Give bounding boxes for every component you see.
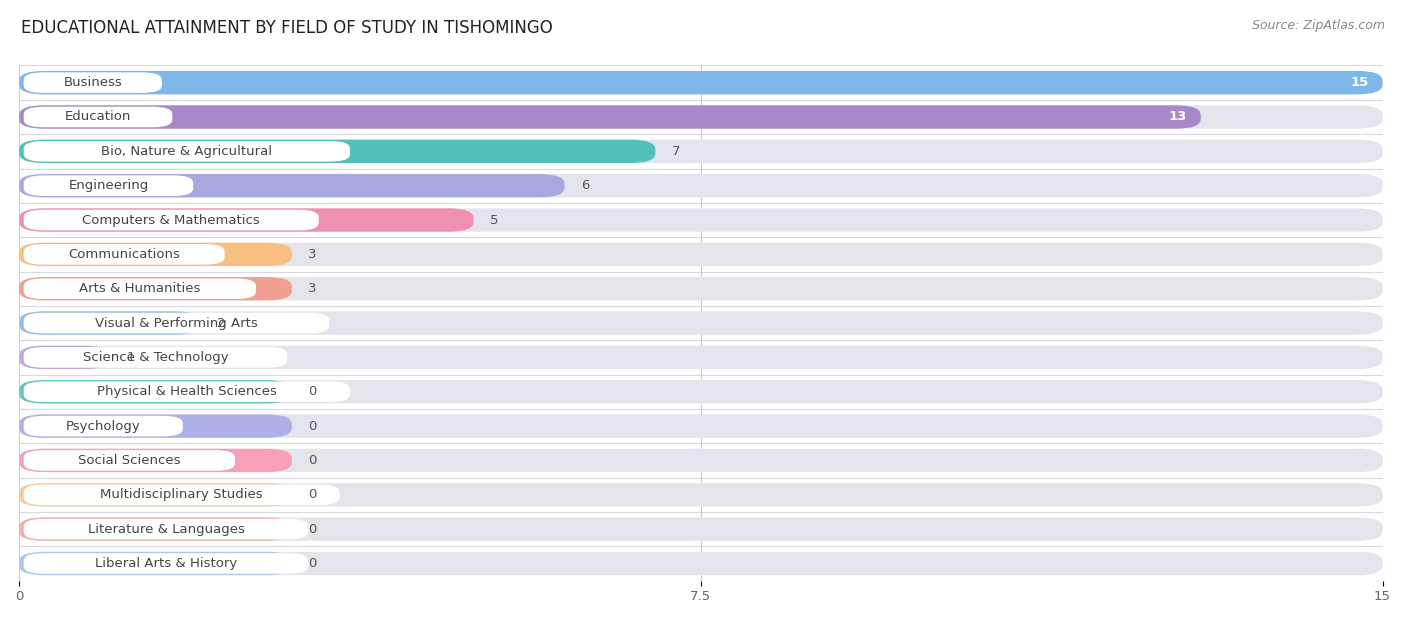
Text: Psychology: Psychology xyxy=(66,420,141,433)
FancyBboxPatch shape xyxy=(24,107,173,127)
FancyBboxPatch shape xyxy=(20,105,1201,129)
FancyBboxPatch shape xyxy=(24,313,329,333)
Text: Education: Education xyxy=(65,110,131,124)
FancyBboxPatch shape xyxy=(24,73,162,93)
Text: Computers & Mathematics: Computers & Mathematics xyxy=(83,213,260,227)
FancyBboxPatch shape xyxy=(24,347,287,368)
FancyBboxPatch shape xyxy=(20,449,292,472)
FancyBboxPatch shape xyxy=(24,519,308,540)
Text: 2: 2 xyxy=(218,317,226,329)
FancyBboxPatch shape xyxy=(20,139,655,163)
FancyBboxPatch shape xyxy=(20,208,1382,232)
Text: Communications: Communications xyxy=(69,248,180,261)
Text: 15: 15 xyxy=(1351,76,1369,89)
FancyBboxPatch shape xyxy=(20,174,1382,198)
Text: 3: 3 xyxy=(308,282,316,295)
FancyBboxPatch shape xyxy=(24,450,235,471)
FancyBboxPatch shape xyxy=(24,485,340,505)
FancyBboxPatch shape xyxy=(24,244,225,264)
Text: Bio, Nature & Agricultural: Bio, Nature & Agricultural xyxy=(101,145,273,158)
Text: Social Sciences: Social Sciences xyxy=(79,454,180,467)
Text: 7: 7 xyxy=(672,145,681,158)
FancyBboxPatch shape xyxy=(20,139,1382,163)
FancyBboxPatch shape xyxy=(20,415,292,438)
FancyBboxPatch shape xyxy=(24,553,308,574)
Text: 13: 13 xyxy=(1168,110,1187,124)
Text: 1: 1 xyxy=(127,351,135,364)
FancyBboxPatch shape xyxy=(20,380,1382,403)
FancyBboxPatch shape xyxy=(20,208,474,232)
Text: 0: 0 xyxy=(308,488,316,501)
FancyBboxPatch shape xyxy=(20,483,292,507)
Text: 0: 0 xyxy=(308,557,316,570)
FancyBboxPatch shape xyxy=(20,311,201,335)
Text: Arts & Humanities: Arts & Humanities xyxy=(79,282,201,295)
FancyBboxPatch shape xyxy=(20,277,292,300)
FancyBboxPatch shape xyxy=(20,517,1382,541)
FancyBboxPatch shape xyxy=(20,346,1382,369)
Text: 0: 0 xyxy=(308,454,316,467)
FancyBboxPatch shape xyxy=(20,380,292,403)
FancyBboxPatch shape xyxy=(24,175,193,196)
FancyBboxPatch shape xyxy=(20,551,1382,575)
FancyBboxPatch shape xyxy=(24,141,350,162)
FancyBboxPatch shape xyxy=(24,209,319,230)
Text: Liberal Arts & History: Liberal Arts & History xyxy=(94,557,238,570)
FancyBboxPatch shape xyxy=(20,517,292,541)
Text: Engineering: Engineering xyxy=(69,179,149,192)
FancyBboxPatch shape xyxy=(20,311,1382,335)
Text: 6: 6 xyxy=(581,179,589,192)
FancyBboxPatch shape xyxy=(20,277,1382,300)
Text: 0: 0 xyxy=(308,386,316,398)
FancyBboxPatch shape xyxy=(20,71,1382,94)
Text: 0: 0 xyxy=(308,522,316,536)
Text: Visual & Performing Arts: Visual & Performing Arts xyxy=(96,317,257,329)
Text: 5: 5 xyxy=(489,213,499,227)
FancyBboxPatch shape xyxy=(20,243,1382,266)
FancyBboxPatch shape xyxy=(20,415,1382,438)
FancyBboxPatch shape xyxy=(20,483,1382,507)
FancyBboxPatch shape xyxy=(20,71,1382,94)
Text: Literature & Languages: Literature & Languages xyxy=(87,522,245,536)
Text: Business: Business xyxy=(63,76,122,89)
FancyBboxPatch shape xyxy=(20,174,565,198)
Text: EDUCATIONAL ATTAINMENT BY FIELD OF STUDY IN TISHOMINGO: EDUCATIONAL ATTAINMENT BY FIELD OF STUDY… xyxy=(21,19,553,37)
FancyBboxPatch shape xyxy=(24,416,183,437)
FancyBboxPatch shape xyxy=(20,346,110,369)
FancyBboxPatch shape xyxy=(20,243,292,266)
FancyBboxPatch shape xyxy=(20,105,1382,129)
FancyBboxPatch shape xyxy=(24,278,256,299)
FancyBboxPatch shape xyxy=(24,382,350,402)
Text: Source: ZipAtlas.com: Source: ZipAtlas.com xyxy=(1251,19,1385,32)
FancyBboxPatch shape xyxy=(20,551,292,575)
Text: Science & Technology: Science & Technology xyxy=(83,351,228,364)
Text: Physical & Health Sciences: Physical & Health Sciences xyxy=(97,386,277,398)
Text: 0: 0 xyxy=(308,420,316,433)
Text: 3: 3 xyxy=(308,248,316,261)
Text: Multidisciplinary Studies: Multidisciplinary Studies xyxy=(100,488,263,501)
FancyBboxPatch shape xyxy=(20,449,1382,472)
